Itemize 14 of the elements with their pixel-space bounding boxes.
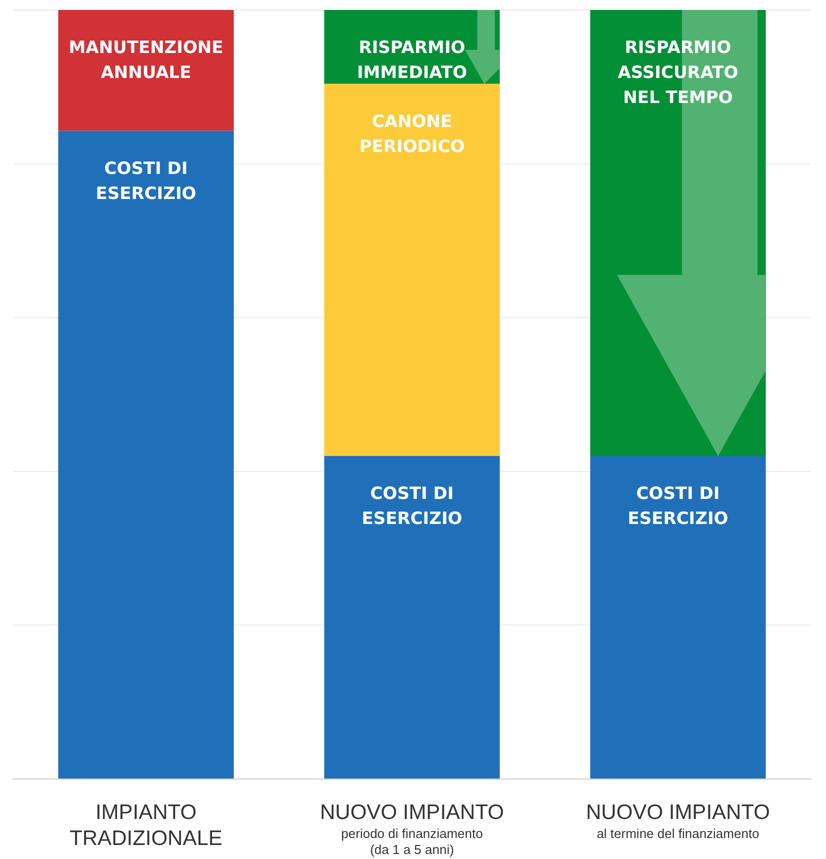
text: COSTI DI ESERCIZIO	[362, 484, 462, 530]
series-label: CANONE PERIODICO	[358, 110, 466, 159]
bar	[58, 130, 234, 778]
series-label: COSTI DI ESERCIZIO	[94, 158, 198, 206]
text: COSTI DI ESERCIZIO	[628, 484, 728, 530]
series-label: MANUTENZIONE ANNUALE	[68, 37, 224, 85]
x-tick-label: IMPIANTO TRADIZIONALE	[68, 800, 224, 852]
bar	[324, 84, 500, 456]
x-tick-label: NUOVO IMPIANTO al termine del finanziamento	[585, 800, 771, 842]
series-label: RISPARMIO ASSICURATO NEL TEMPO	[616, 37, 740, 110]
series-label: RISPARMIO IMMEDIATO	[356, 37, 468, 85]
bar	[58, 10, 234, 131]
x-tick-label: NUOVO IMPIANTO periodo di finanziamento (da 1 a 5 anni)	[319, 800, 505, 858]
bar	[324, 456, 500, 778]
